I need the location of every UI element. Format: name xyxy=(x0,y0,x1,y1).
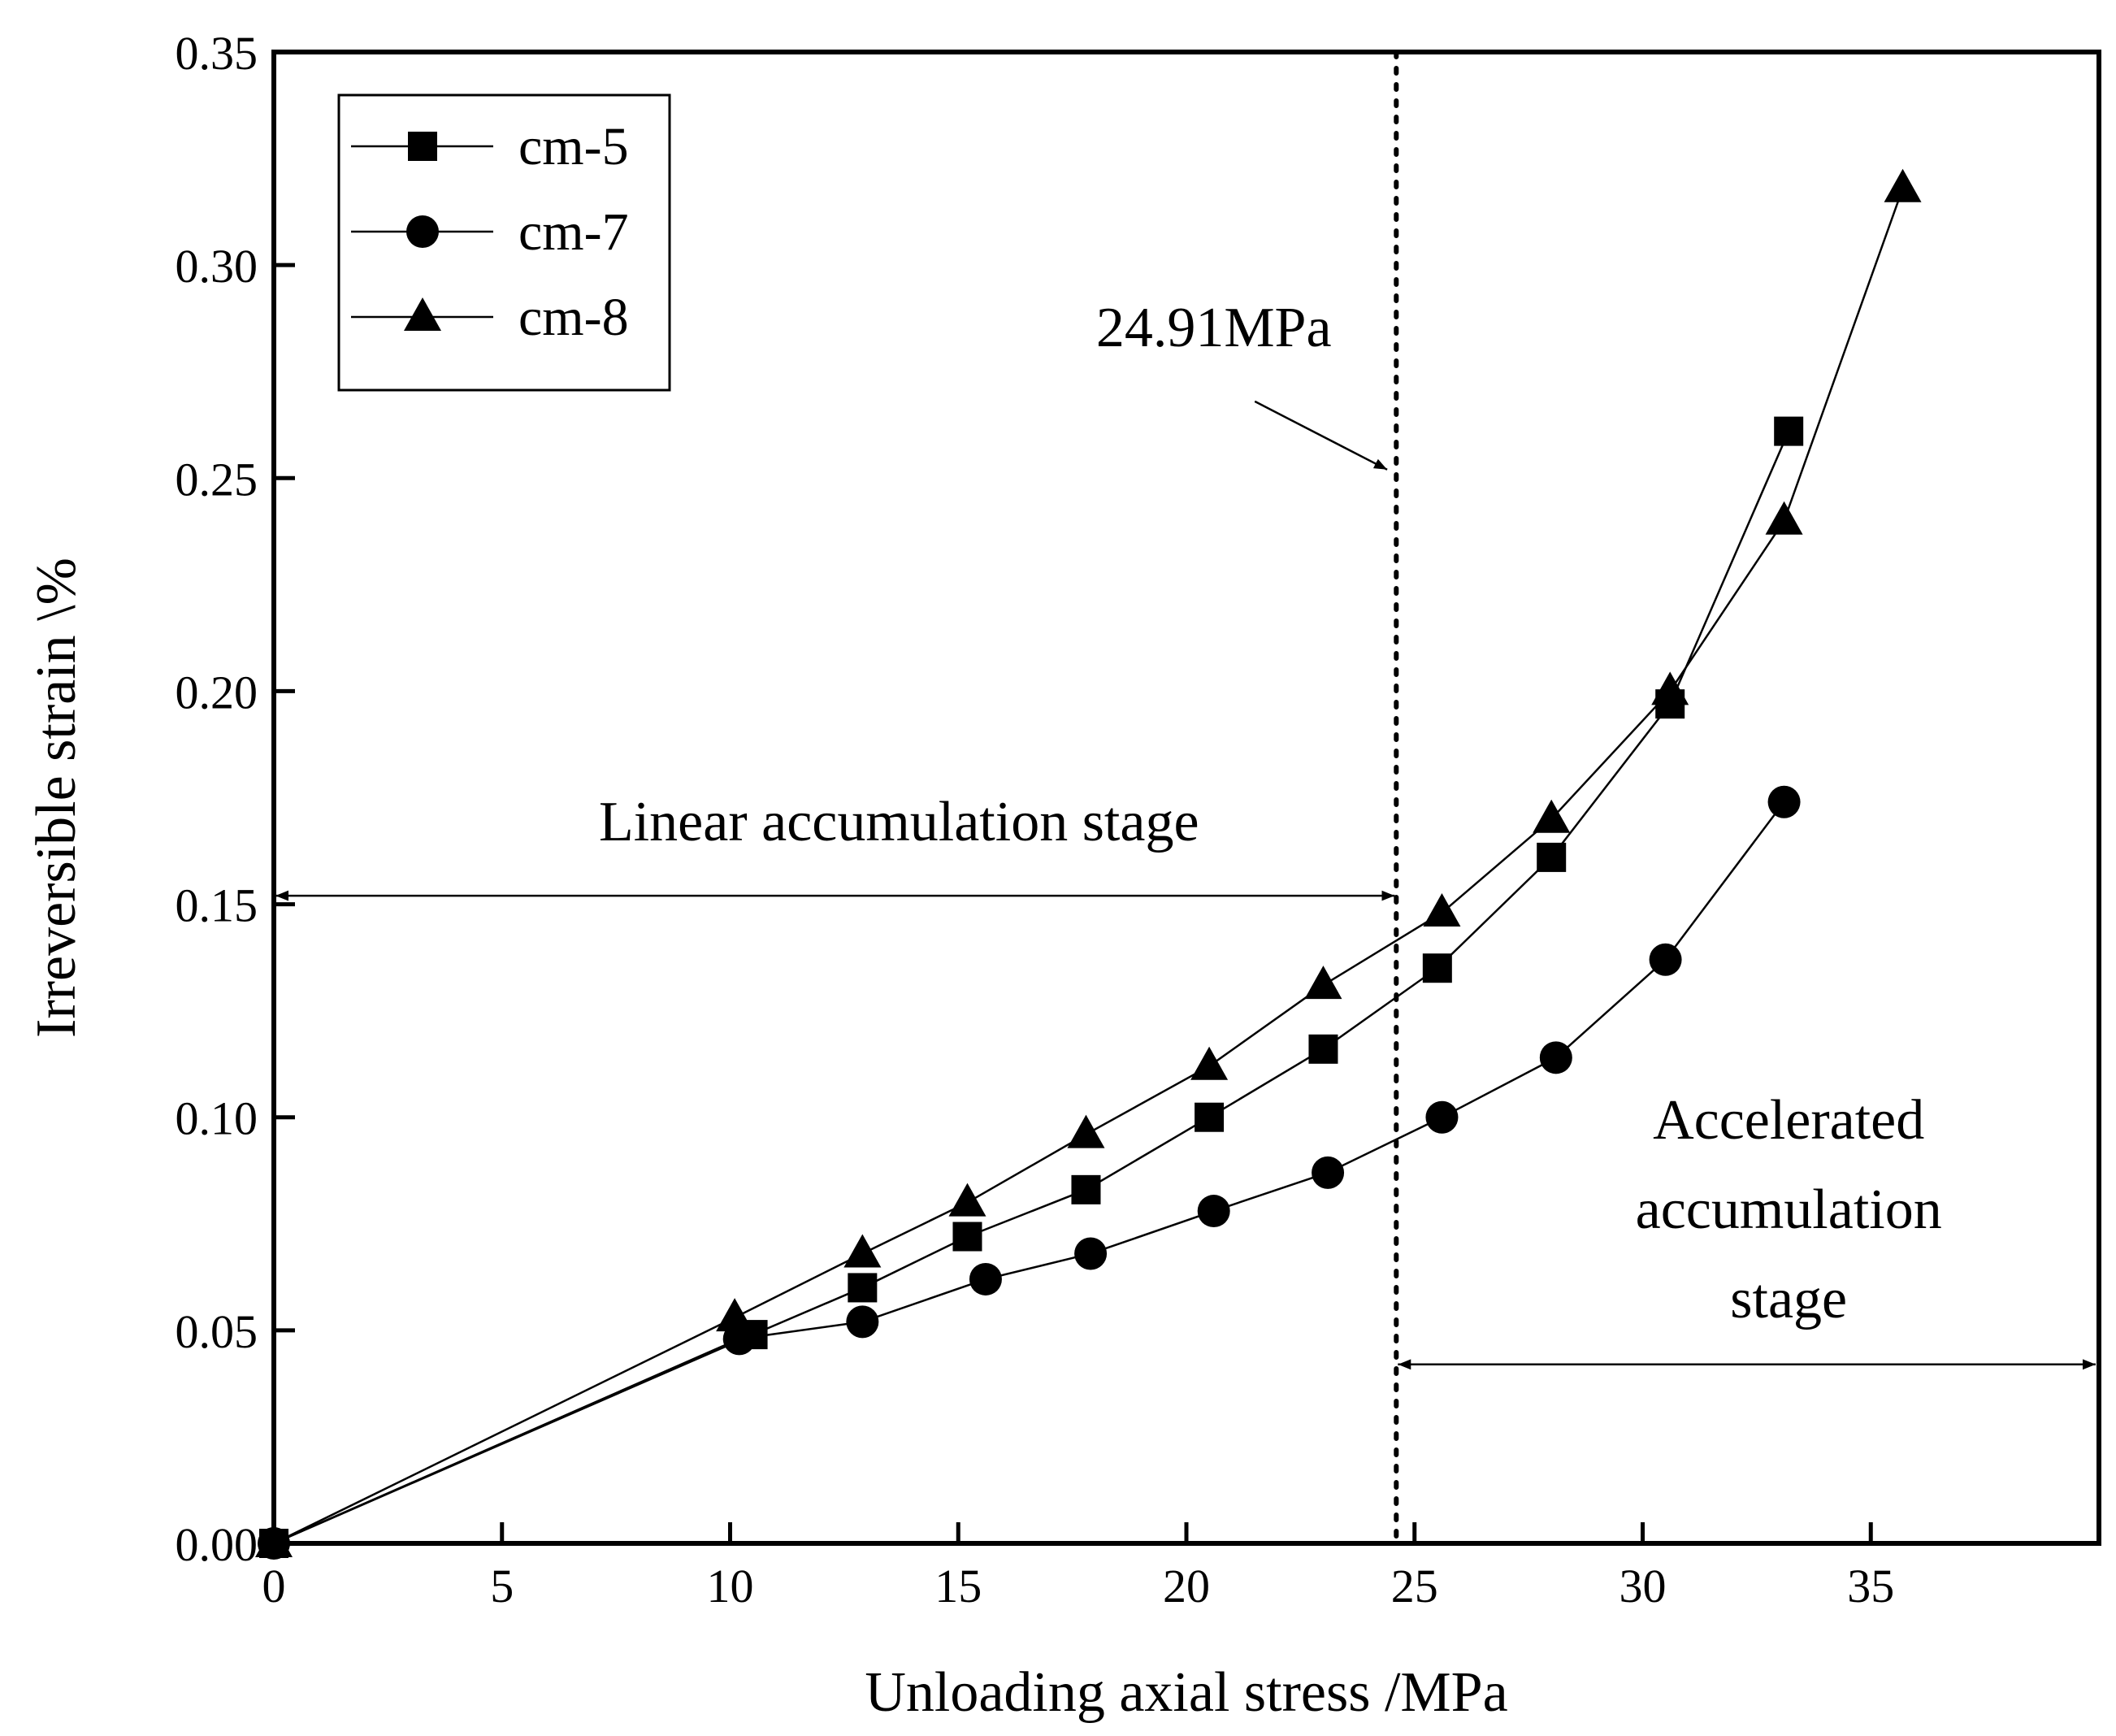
series-layer xyxy=(255,168,1922,1560)
data-point-cm-8 xyxy=(1651,671,1689,705)
x-tick-label: 30 xyxy=(1620,1560,1667,1612)
plot-frame xyxy=(271,50,2101,1546)
data-point-cm-7 xyxy=(969,1262,1002,1295)
data-point-cm-7 xyxy=(1649,943,1682,976)
x-axis-title: Unloading axial stress /MPa xyxy=(865,1661,1507,1724)
x-tick-label: 10 xyxy=(707,1560,754,1612)
x-tick-label: 0 xyxy=(262,1560,286,1612)
data-point-cm-7 xyxy=(1539,1041,1572,1074)
legend-marker-cm-8 xyxy=(404,297,441,331)
data-point-cm-8 xyxy=(1304,966,1342,1000)
data-point-cm-8 xyxy=(843,1234,882,1268)
y-tick-label: 0.20 xyxy=(176,666,258,718)
data-point-cm-8 xyxy=(1067,1114,1105,1148)
data-point-cm-5 xyxy=(1195,1102,1225,1132)
y-tick-label: 0.15 xyxy=(176,879,258,932)
x-tick-label: 5 xyxy=(490,1560,514,1612)
legend-label-cm-7: cm-7 xyxy=(518,202,629,262)
legend-box xyxy=(337,93,671,392)
data-point-cm-8 xyxy=(1765,501,1803,535)
series-line-cm-5 xyxy=(273,431,1790,1545)
accelerated-stage-label: Accelerated xyxy=(1653,1089,1924,1152)
accelerated-stage-label: stage xyxy=(1730,1268,1847,1330)
data-point-cm-7 xyxy=(1425,1100,1459,1134)
data-point-cm-7 xyxy=(1197,1195,1230,1228)
threshold-pointer-arrow xyxy=(1254,400,1388,471)
y-tick-label: 0.30 xyxy=(176,240,258,293)
series-line-cm-8 xyxy=(273,188,1904,1545)
legend: cm-5 cm-7 cm-8 xyxy=(337,93,671,392)
data-point-cm-5 xyxy=(1071,1174,1101,1204)
data-point-cm-7 xyxy=(846,1305,879,1339)
accelerated-stage-label: accumulation xyxy=(1636,1178,1942,1241)
y-tick-label: 0.00 xyxy=(176,1518,258,1571)
legend-marker-cm-5 xyxy=(408,132,437,161)
x-tick-label: 35 xyxy=(1847,1560,1894,1612)
data-point-cm-7 xyxy=(1767,785,1801,818)
data-point-cm-5 xyxy=(952,1222,982,1252)
y-tick-label: 0.05 xyxy=(176,1305,258,1358)
data-point-cm-8 xyxy=(948,1183,986,1217)
y-tick-label: 0.35 xyxy=(176,27,258,80)
x-tick-label: 20 xyxy=(1163,1560,1210,1612)
annotation-layer: 24.91MPa Linear accumulation stage Acceler… xyxy=(275,50,2096,1546)
data-point-cm-5 xyxy=(848,1273,878,1303)
data-point-cm-5 xyxy=(1774,416,1804,446)
x-tick-label: 25 xyxy=(1391,1560,1438,1612)
data-point-cm-8 xyxy=(1190,1046,1229,1080)
legend-label-cm-5: cm-5 xyxy=(518,117,629,176)
data-point-cm-5 xyxy=(1308,1034,1338,1064)
y-tick-label: 0.10 xyxy=(176,1092,258,1145)
data-point-cm-8 xyxy=(716,1298,754,1332)
y-tick-label: 0.25 xyxy=(176,453,258,506)
data-point-cm-8 xyxy=(1423,893,1461,927)
y-axis-title: Irreversible strain \% xyxy=(25,558,88,1038)
data-point-cm-8 xyxy=(1533,799,1571,833)
data-point-cm-8 xyxy=(1884,168,1922,202)
legend-marker-cm-7 xyxy=(406,215,439,248)
data-point-cm-7 xyxy=(1074,1237,1108,1270)
linear-stage-label: Linear accumulation stage xyxy=(599,791,1199,853)
data-point-cm-5 xyxy=(1537,842,1567,872)
data-point-cm-7 xyxy=(1312,1156,1345,1189)
data-point-cm-5 xyxy=(1422,953,1452,983)
plot-area: 0 5 10 15 20 25 30 35 0.00 0.05 0.10 0.15 0.20 0.25 0.… xyxy=(176,27,1895,1612)
threshold-label: 24.91MPa xyxy=(1096,297,1332,359)
x-tick-label: 15 xyxy=(934,1560,982,1612)
legend-label-cm-8: cm-8 xyxy=(518,288,629,347)
